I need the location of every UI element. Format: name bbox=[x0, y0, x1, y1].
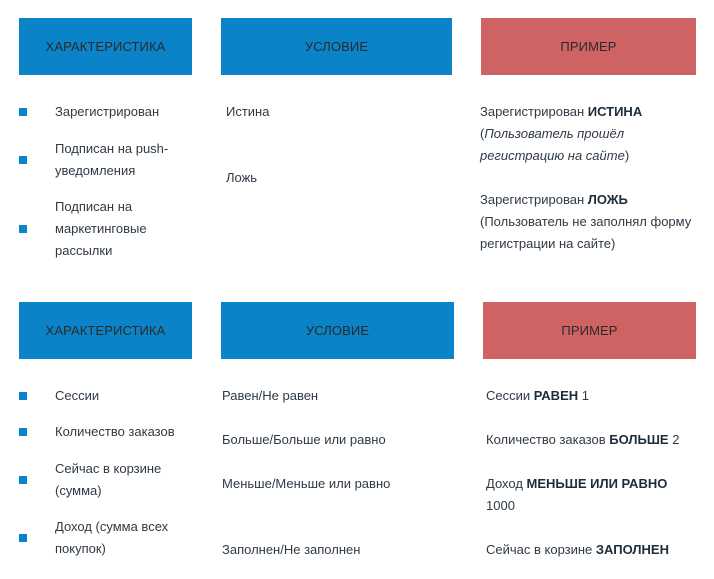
example-text: Доход МЕНЬШЕ ИЛИ РАВНО 1000 bbox=[486, 476, 668, 513]
header-example: ПРИМЕР bbox=[481, 18, 696, 75]
condition-text: Равен/Не равен bbox=[222, 388, 319, 403]
characteristic-label: Доход (сумма всех покупок) bbox=[55, 519, 169, 556]
characteristic-label: Подписан на маркетинговые рассылки bbox=[55, 199, 147, 258]
bullet-icon bbox=[19, 428, 27, 436]
header-condition: УСЛОВИЕ bbox=[221, 302, 454, 359]
characteristic-label: Сессии bbox=[55, 388, 100, 403]
example-text: Количество заказов БОЛЬШЕ 2 bbox=[486, 432, 680, 447]
header-characteristic: ХАРАКТЕРИСТИКА bbox=[19, 302, 192, 359]
condition-text: Больше/Больше или равно bbox=[222, 432, 386, 447]
condition-text: Ложь bbox=[226, 170, 258, 185]
bullet-icon bbox=[19, 108, 27, 116]
bullet-icon bbox=[19, 225, 27, 233]
characteristic-label: Подписан на push-уведомления bbox=[55, 141, 169, 178]
header-condition: УСЛОВИЕ bbox=[221, 18, 452, 75]
bullet-icon bbox=[19, 156, 27, 164]
header-characteristic: ХАРАКТЕРИСТИКА bbox=[19, 18, 192, 75]
characteristic-label: Сейчас в корзине (сумма) bbox=[55, 461, 162, 498]
characteristic-label: Количество заказов bbox=[55, 424, 175, 439]
example-text: Зарегистрирован ЛОЖЬ (Пользователь не за… bbox=[480, 192, 692, 251]
example-text: Зарегистрирован ИСТИНА (Пользователь про… bbox=[480, 104, 643, 163]
condition-text: Истина bbox=[226, 104, 270, 119]
condition-text: Заполнен/Не заполнен bbox=[222, 542, 361, 557]
header-example: ПРИМЕР bbox=[483, 302, 696, 359]
bullet-icon bbox=[19, 476, 27, 484]
example-text: Сессии РАВЕН 1 bbox=[486, 388, 589, 403]
bullet-icon bbox=[19, 392, 27, 400]
table-1: ХАРАКТЕРИСТИКА УСЛОВИЕ ПРИМЕР Зарегистри… bbox=[19, 18, 696, 258]
characteristic-label: Зарегистрирован bbox=[55, 104, 160, 119]
example-text: Сейчас в корзине ЗАПОЛНЕН bbox=[486, 542, 669, 557]
bullet-icon bbox=[19, 534, 27, 542]
condition-text: Меньше/Меньше или равно bbox=[222, 476, 391, 491]
